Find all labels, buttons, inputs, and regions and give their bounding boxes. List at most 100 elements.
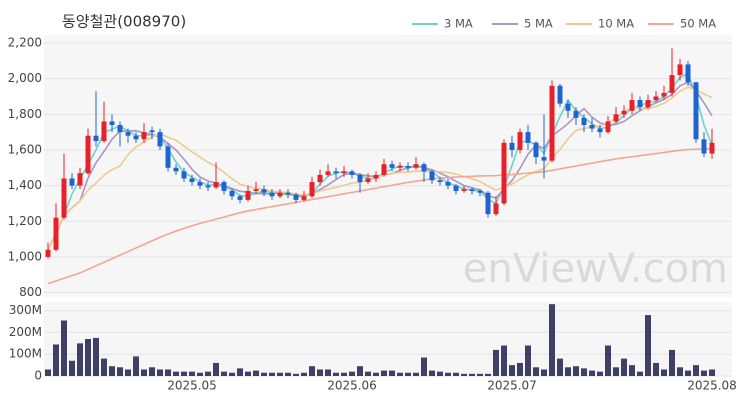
volume-bar [493, 349, 499, 376]
volume-bar [429, 370, 435, 376]
candle-body [277, 192, 283, 197]
candle-body [693, 82, 699, 140]
ma-line [47, 147, 713, 285]
volume-bar [549, 304, 555, 376]
candle-body [661, 92, 667, 97]
volume-bar [237, 368, 243, 376]
volume-bar [661, 369, 667, 376]
volume-bar [405, 372, 411, 376]
volume-bar [349, 371, 355, 376]
volume-bar [205, 371, 211, 376]
volume-bar [621, 358, 627, 376]
volume-bar [117, 367, 123, 376]
candle-body [517, 132, 523, 150]
volume-bar [165, 369, 171, 376]
volume-bar [197, 372, 203, 376]
volume-panel [44, 302, 732, 376]
candle-body [637, 100, 643, 108]
legend-label: 50 MA [680, 17, 716, 31]
candle-body [445, 182, 451, 186]
candle-body [597, 128, 603, 133]
candle-body [341, 171, 347, 174]
candle-body [269, 192, 275, 197]
volume-bar [173, 371, 179, 376]
candle-body [413, 164, 419, 168]
volume-bar [149, 367, 155, 376]
volume-bar [685, 370, 691, 376]
candle-body [237, 196, 243, 200]
candle-body [301, 196, 307, 200]
volume-bar [653, 362, 659, 376]
volume-bar [629, 365, 635, 376]
candle-body [101, 121, 107, 142]
volume-bar [93, 337, 99, 376]
volume-bar [589, 370, 595, 376]
candle-body [437, 180, 443, 183]
volume-bar [69, 360, 75, 376]
candle-body [429, 171, 435, 181]
volume-tick-label: 300M [9, 303, 42, 317]
volume-bar [453, 372, 459, 376]
candle-body [61, 178, 67, 218]
volume-bar [181, 371, 187, 376]
volume-bar [221, 371, 227, 376]
candle-body [349, 171, 355, 175]
volume-bar [509, 365, 515, 376]
volume-bar [85, 339, 91, 376]
volume-bar [693, 365, 699, 376]
candle-body [205, 185, 211, 188]
volume-bar [157, 369, 163, 376]
candle-body [293, 194, 299, 200]
y-tick-label: 1,600 [8, 142, 42, 156]
volume-bar [461, 373, 467, 376]
candle-body [477, 190, 483, 193]
candle-body [389, 164, 395, 168]
candle-body [709, 142, 715, 154]
volume-bar [485, 373, 491, 376]
volume-bar [501, 345, 507, 376]
candle-body [285, 192, 291, 195]
volume-bar [141, 369, 147, 376]
y-tick-label: 1,800 [8, 107, 42, 121]
volume-bar [533, 367, 539, 376]
volume-bar [437, 371, 443, 376]
chart-title: 동양철관(008970) [62, 13, 186, 31]
candle-body [189, 178, 195, 183]
candle-body [221, 182, 227, 191]
volume-bar [277, 372, 283, 376]
candle-body [133, 135, 139, 140]
volume-bar [101, 358, 107, 376]
candle-body [397, 166, 403, 168]
volume-bar [613, 367, 619, 376]
volume-bar [61, 320, 67, 376]
volume-bar [301, 372, 307, 376]
volume-bar [285, 372, 291, 376]
y-tick-label: 1,400 [8, 178, 42, 192]
volume-bar [445, 372, 451, 376]
volume-tick-label: 200M [9, 325, 42, 339]
legend-label: 5 MA [524, 17, 553, 31]
y-tick-label: 1,000 [8, 249, 42, 263]
candle-body [621, 110, 627, 115]
candle-body [381, 164, 387, 175]
candle-body [605, 121, 611, 133]
candle-body [469, 189, 475, 191]
candle-body [117, 125, 123, 133]
volume-bar [645, 315, 651, 376]
candle-body [677, 64, 683, 76]
candle-body [685, 64, 691, 83]
candle-body [357, 174, 363, 183]
candle-body [421, 164, 427, 172]
volume-tick-label: 0 [34, 369, 42, 383]
volume-bar [525, 345, 531, 376]
candle-body [533, 142, 539, 158]
volume-bar [389, 370, 395, 376]
candle-body [317, 174, 323, 183]
x-tick-label: 2025.08 [687, 379, 737, 393]
volume-bar [605, 345, 611, 376]
volume-bar [413, 372, 419, 376]
candle-body [653, 96, 659, 101]
volume-bar [325, 369, 331, 376]
candle-body [669, 75, 675, 93]
y-tick-label: 2,200 [8, 36, 42, 50]
